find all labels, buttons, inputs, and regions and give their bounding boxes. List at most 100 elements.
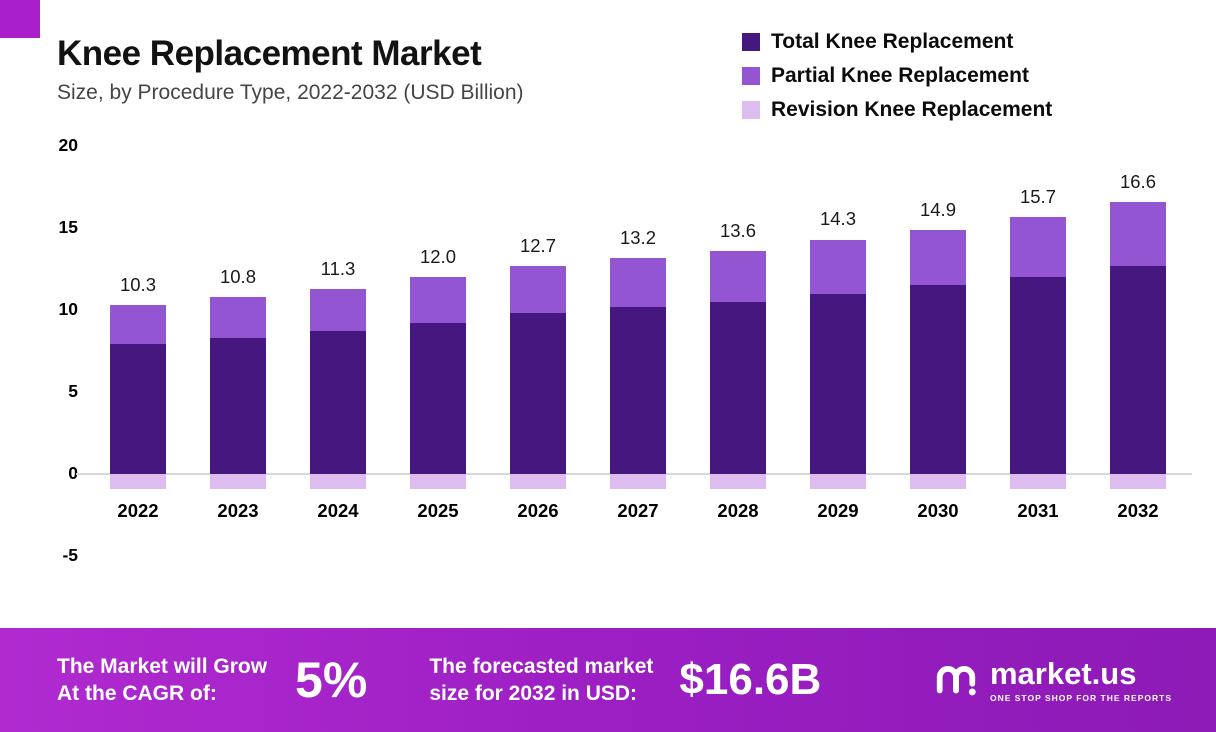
bar-segment-partial xyxy=(1010,216,1066,278)
y-axis-tick-label: 5 xyxy=(68,381,78,401)
forecast-label-line1: The forecasted market xyxy=(429,654,654,678)
bar-segment-partial xyxy=(510,265,566,314)
x-axis-label: 2024 xyxy=(317,500,359,521)
bar-segment-partial xyxy=(210,296,266,338)
bar-segment-total xyxy=(510,313,566,474)
bars-area: 10.3 2022 10.8 2023 11.3 2024 12.0 2025 12.7 2026… xyxy=(88,146,1188,556)
bar-group: 12.0 2025 xyxy=(388,146,488,556)
x-axis-label: 2023 xyxy=(217,500,259,521)
x-axis-label: 2025 xyxy=(417,500,459,521)
bar-group: 16.6 2032 xyxy=(1088,146,1188,556)
bar-segment-total xyxy=(410,323,466,474)
bar-segment-total xyxy=(1110,265,1166,474)
corner-accent xyxy=(0,0,40,38)
bar-segment-total xyxy=(810,293,866,474)
bar-value-label: 12.0 xyxy=(419,246,456,268)
bar-group: 10.3 2022 xyxy=(88,146,188,556)
cagr-label-line1: The Market will Grow xyxy=(57,654,268,678)
bar-segment-partial xyxy=(810,239,866,294)
chart-header: Knee Replacement Market Size, by Procedu… xyxy=(57,34,524,105)
bar-segment-total xyxy=(610,306,666,474)
bar-group: 13.2 2027 xyxy=(588,146,688,556)
footer-banner: The Market will Grow At the CAGR of: 5% … xyxy=(0,628,1216,732)
bar-segment-total xyxy=(1010,277,1066,474)
y-axis-tick-label: 10 xyxy=(58,299,78,319)
marketus-logo-text: market.us xyxy=(989,655,1137,691)
x-axis-label: 2029 xyxy=(817,500,859,521)
bar-value-label: 10.3 xyxy=(119,274,156,296)
chart-legend: Total Knee Replacement Partial Knee Repl… xyxy=(742,30,1052,132)
legend-label-revision: Revision Knee Replacement xyxy=(771,98,1053,121)
bar-segment-partial xyxy=(910,229,966,286)
bar-value-label: 13.2 xyxy=(619,226,656,248)
forecast-label-line2: size for 2032 in USD: xyxy=(429,682,638,705)
bar-value-label: 15.7 xyxy=(1019,185,1056,207)
forecast-value: $16.6B xyxy=(679,655,822,704)
marketus-logo-tagline: ONE STOP SHOP FOR THE REPORTS xyxy=(989,692,1172,703)
bar-group: 15.7 2031 xyxy=(988,146,1088,556)
bar-value-label: 16.6 xyxy=(1119,170,1156,192)
x-axis-label: 2031 xyxy=(1017,500,1059,521)
x-axis-label: 2030 xyxy=(917,500,959,521)
x-axis-line xyxy=(76,473,1192,475)
y-axis-tick-label: 15 xyxy=(58,217,78,237)
bar-segment-revision xyxy=(110,474,166,489)
bar-segment-partial xyxy=(1110,201,1166,266)
cagr-label: The Market will Grow At the CAGR of: xyxy=(57,653,267,708)
x-axis-label: 2022 xyxy=(117,500,159,521)
forecast-label: The forecasted market size for 2032 in U… xyxy=(429,653,653,708)
y-axis-tick-label: -5 xyxy=(62,545,78,565)
bar-value-label: 13.6 xyxy=(719,219,756,241)
marketus-logo-wordmark: market.us ONE STOP SHOP FOR THE REPORTS xyxy=(990,658,1172,703)
bar-segment-total xyxy=(210,337,266,474)
bar-segment-revision xyxy=(210,474,266,489)
marketus-logo: market.us ONE STOP SHOP FOR THE REPORTS xyxy=(933,655,1172,706)
bar-value-label: 14.9 xyxy=(919,198,956,220)
bar-segment-partial xyxy=(310,288,366,332)
bar-segment-revision xyxy=(610,474,666,489)
cagr-value: 5% xyxy=(295,652,368,708)
bar-segment-partial xyxy=(110,305,166,345)
page-subtitle: Size, by Procedure Type, 2022-2032 (USD … xyxy=(57,81,524,104)
y-axis-tick-label: 20 xyxy=(58,135,78,155)
legend-item-total: Total Knee Replacement xyxy=(742,30,1052,54)
bar-group: 12.7 2026 xyxy=(488,146,588,556)
page-title: Knee Replacement Market xyxy=(57,34,482,73)
plot-area: 10.3 2022 10.8 2023 11.3 2024 12.0 2025 12.7 2026… xyxy=(76,146,1192,556)
bar-segment-partial xyxy=(410,277,466,324)
bar-value-label: 12.7 xyxy=(519,234,556,256)
bar-group: 13.6 2028 xyxy=(688,146,788,556)
bar-segment-revision xyxy=(910,474,966,489)
bar-segment-revision xyxy=(410,474,466,489)
x-axis-label: 2032 xyxy=(1117,500,1159,521)
y-axis: 20 15 10 5 0 -5 xyxy=(22,135,78,565)
bar-segment-total xyxy=(910,285,966,474)
bar-segment-total xyxy=(110,344,166,474)
bar-group: 11.3 2024 xyxy=(288,146,388,556)
legend-label-total: Total Knee Replacement xyxy=(771,30,1014,53)
bar-segment-revision xyxy=(710,474,766,489)
legend-swatch-total xyxy=(742,33,760,51)
legend-swatch-revision xyxy=(742,101,760,119)
cagr-label-line2: At the CAGR of: xyxy=(57,682,217,705)
legend-item-revision: Revision Knee Replacement xyxy=(742,98,1052,122)
bar-value-label: 10.8 xyxy=(219,265,256,287)
x-axis-label: 2028 xyxy=(717,500,759,521)
x-axis-label: 2027 xyxy=(617,500,659,521)
x-axis-label: 2026 xyxy=(517,500,559,521)
legend-swatch-partial xyxy=(742,67,760,85)
bar-value-label: 11.3 xyxy=(320,257,356,279)
bar-segment-revision xyxy=(810,474,866,489)
bar-segment-revision xyxy=(310,474,366,489)
bar-segment-total xyxy=(310,331,366,474)
legend-label-partial: Partial Knee Replacement xyxy=(771,64,1029,87)
marketus-logo-icon xyxy=(933,655,979,706)
bar-segment-partial xyxy=(610,257,666,307)
bar-value-label: 14.3 xyxy=(819,208,856,230)
bar-group: 14.9 2030 xyxy=(888,146,988,556)
bar-segment-revision xyxy=(1010,474,1066,489)
bar-segment-partial xyxy=(710,250,766,302)
bar-segment-revision xyxy=(510,474,566,489)
bar-segment-total xyxy=(710,301,766,474)
